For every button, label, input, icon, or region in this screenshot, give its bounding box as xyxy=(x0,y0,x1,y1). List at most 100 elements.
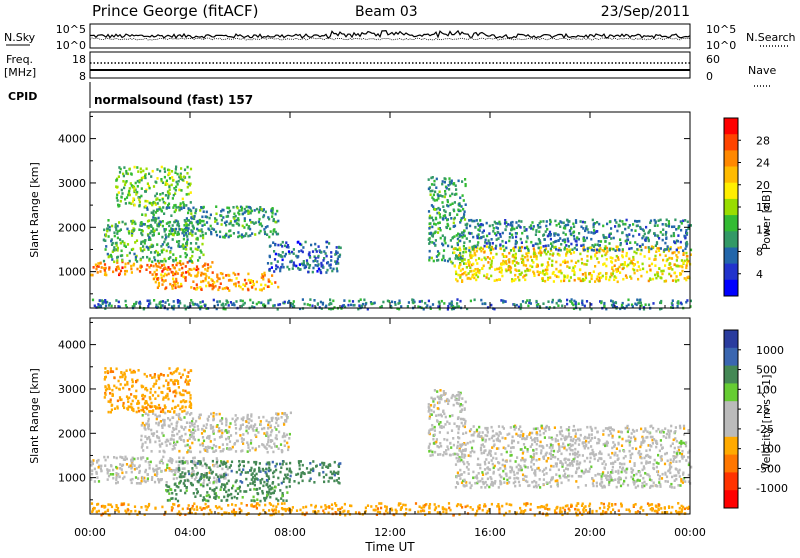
vel-cell xyxy=(430,409,432,412)
vel-cell xyxy=(235,450,237,453)
power-cell xyxy=(599,272,601,275)
power-cell xyxy=(529,226,531,229)
vel-cell xyxy=(172,448,174,451)
power-cell xyxy=(532,228,534,231)
power-cell xyxy=(152,234,154,237)
vel-cell xyxy=(134,468,136,471)
power-cell xyxy=(183,234,185,237)
power-cell xyxy=(162,220,164,223)
power-cell xyxy=(682,220,684,223)
vel-cell xyxy=(258,416,260,419)
power-cell xyxy=(444,239,446,242)
power-cell xyxy=(593,224,595,227)
power-cell xyxy=(168,233,170,236)
power-cell xyxy=(664,264,666,267)
power-cell xyxy=(545,245,547,248)
power-cell xyxy=(654,224,656,227)
power-cell xyxy=(454,201,456,204)
vel-cell xyxy=(191,424,193,427)
power-cell xyxy=(167,269,169,272)
power-cell xyxy=(520,273,522,276)
power-cell xyxy=(113,249,115,252)
power-cell xyxy=(561,305,563,308)
vel-cell xyxy=(213,450,215,453)
power-cell xyxy=(521,255,523,258)
power-cell xyxy=(165,194,167,197)
power-cell xyxy=(573,271,575,274)
vel-cell xyxy=(228,426,230,429)
power-cell xyxy=(474,226,476,229)
power-cell xyxy=(172,238,174,241)
power-cell xyxy=(242,225,244,228)
power-cell xyxy=(553,234,555,237)
power-cell xyxy=(148,236,150,239)
vel-cell xyxy=(132,381,134,384)
power-cell xyxy=(428,300,430,303)
power-cell xyxy=(245,282,247,285)
vel-cell xyxy=(130,406,132,409)
power-cell xyxy=(655,244,657,247)
vel-cell xyxy=(130,464,132,467)
power-cell xyxy=(597,275,599,278)
power-cell xyxy=(172,224,174,227)
power-cell xyxy=(685,229,687,232)
vel-cell xyxy=(310,468,312,471)
power-cell xyxy=(483,251,485,254)
power-cell xyxy=(237,207,239,210)
vel-cell xyxy=(108,411,110,414)
vel-cell xyxy=(197,428,199,431)
vel-cell xyxy=(183,439,185,442)
power-cell xyxy=(580,220,582,223)
vel-cell xyxy=(540,452,542,455)
vel-cell xyxy=(130,393,132,396)
vel-cell xyxy=(178,461,180,464)
power-cell xyxy=(185,232,187,235)
power-cell xyxy=(175,186,177,189)
power-cell xyxy=(471,276,473,279)
vel-cell xyxy=(225,438,227,441)
vel-cell xyxy=(434,389,436,392)
vel-cell xyxy=(142,414,144,417)
power-cell xyxy=(156,209,158,212)
vel-cell xyxy=(169,499,171,502)
power-cell xyxy=(468,249,470,252)
vel-cell xyxy=(281,412,283,415)
vel-cell xyxy=(431,451,433,454)
power-cell xyxy=(325,305,327,308)
vel-cell xyxy=(144,388,146,391)
power-cell xyxy=(458,254,460,257)
vel-cell xyxy=(156,406,158,409)
power-cell xyxy=(117,237,119,240)
power-cell xyxy=(615,249,617,252)
power-cell xyxy=(135,256,137,259)
power-cell xyxy=(542,302,544,305)
power-cell xyxy=(469,225,471,228)
power-cell xyxy=(648,265,650,268)
vel-cell xyxy=(442,410,444,413)
power-cell xyxy=(529,269,531,272)
power-cell xyxy=(454,217,456,220)
power-cell xyxy=(686,262,688,265)
power-cell xyxy=(477,270,479,273)
power-cell xyxy=(424,302,426,305)
vel-cell xyxy=(206,476,208,479)
power-cell xyxy=(645,226,647,229)
power-cell xyxy=(649,221,651,224)
power-cell xyxy=(439,191,441,194)
vel-cell xyxy=(434,429,436,432)
power-cell xyxy=(209,217,211,220)
vel-cell xyxy=(242,419,244,422)
power-cell xyxy=(117,256,119,259)
vel-cell xyxy=(247,450,249,453)
power-cell xyxy=(448,177,450,180)
power-cell xyxy=(332,300,334,303)
vel-cell xyxy=(111,409,113,412)
power-cell xyxy=(514,278,516,281)
power-cell xyxy=(227,215,229,218)
vel-cell xyxy=(142,422,144,425)
power-cell xyxy=(161,236,163,239)
power-cell xyxy=(350,304,352,307)
vel-cell xyxy=(434,451,436,454)
vel-cell xyxy=(481,478,483,481)
power-cell xyxy=(128,232,130,235)
